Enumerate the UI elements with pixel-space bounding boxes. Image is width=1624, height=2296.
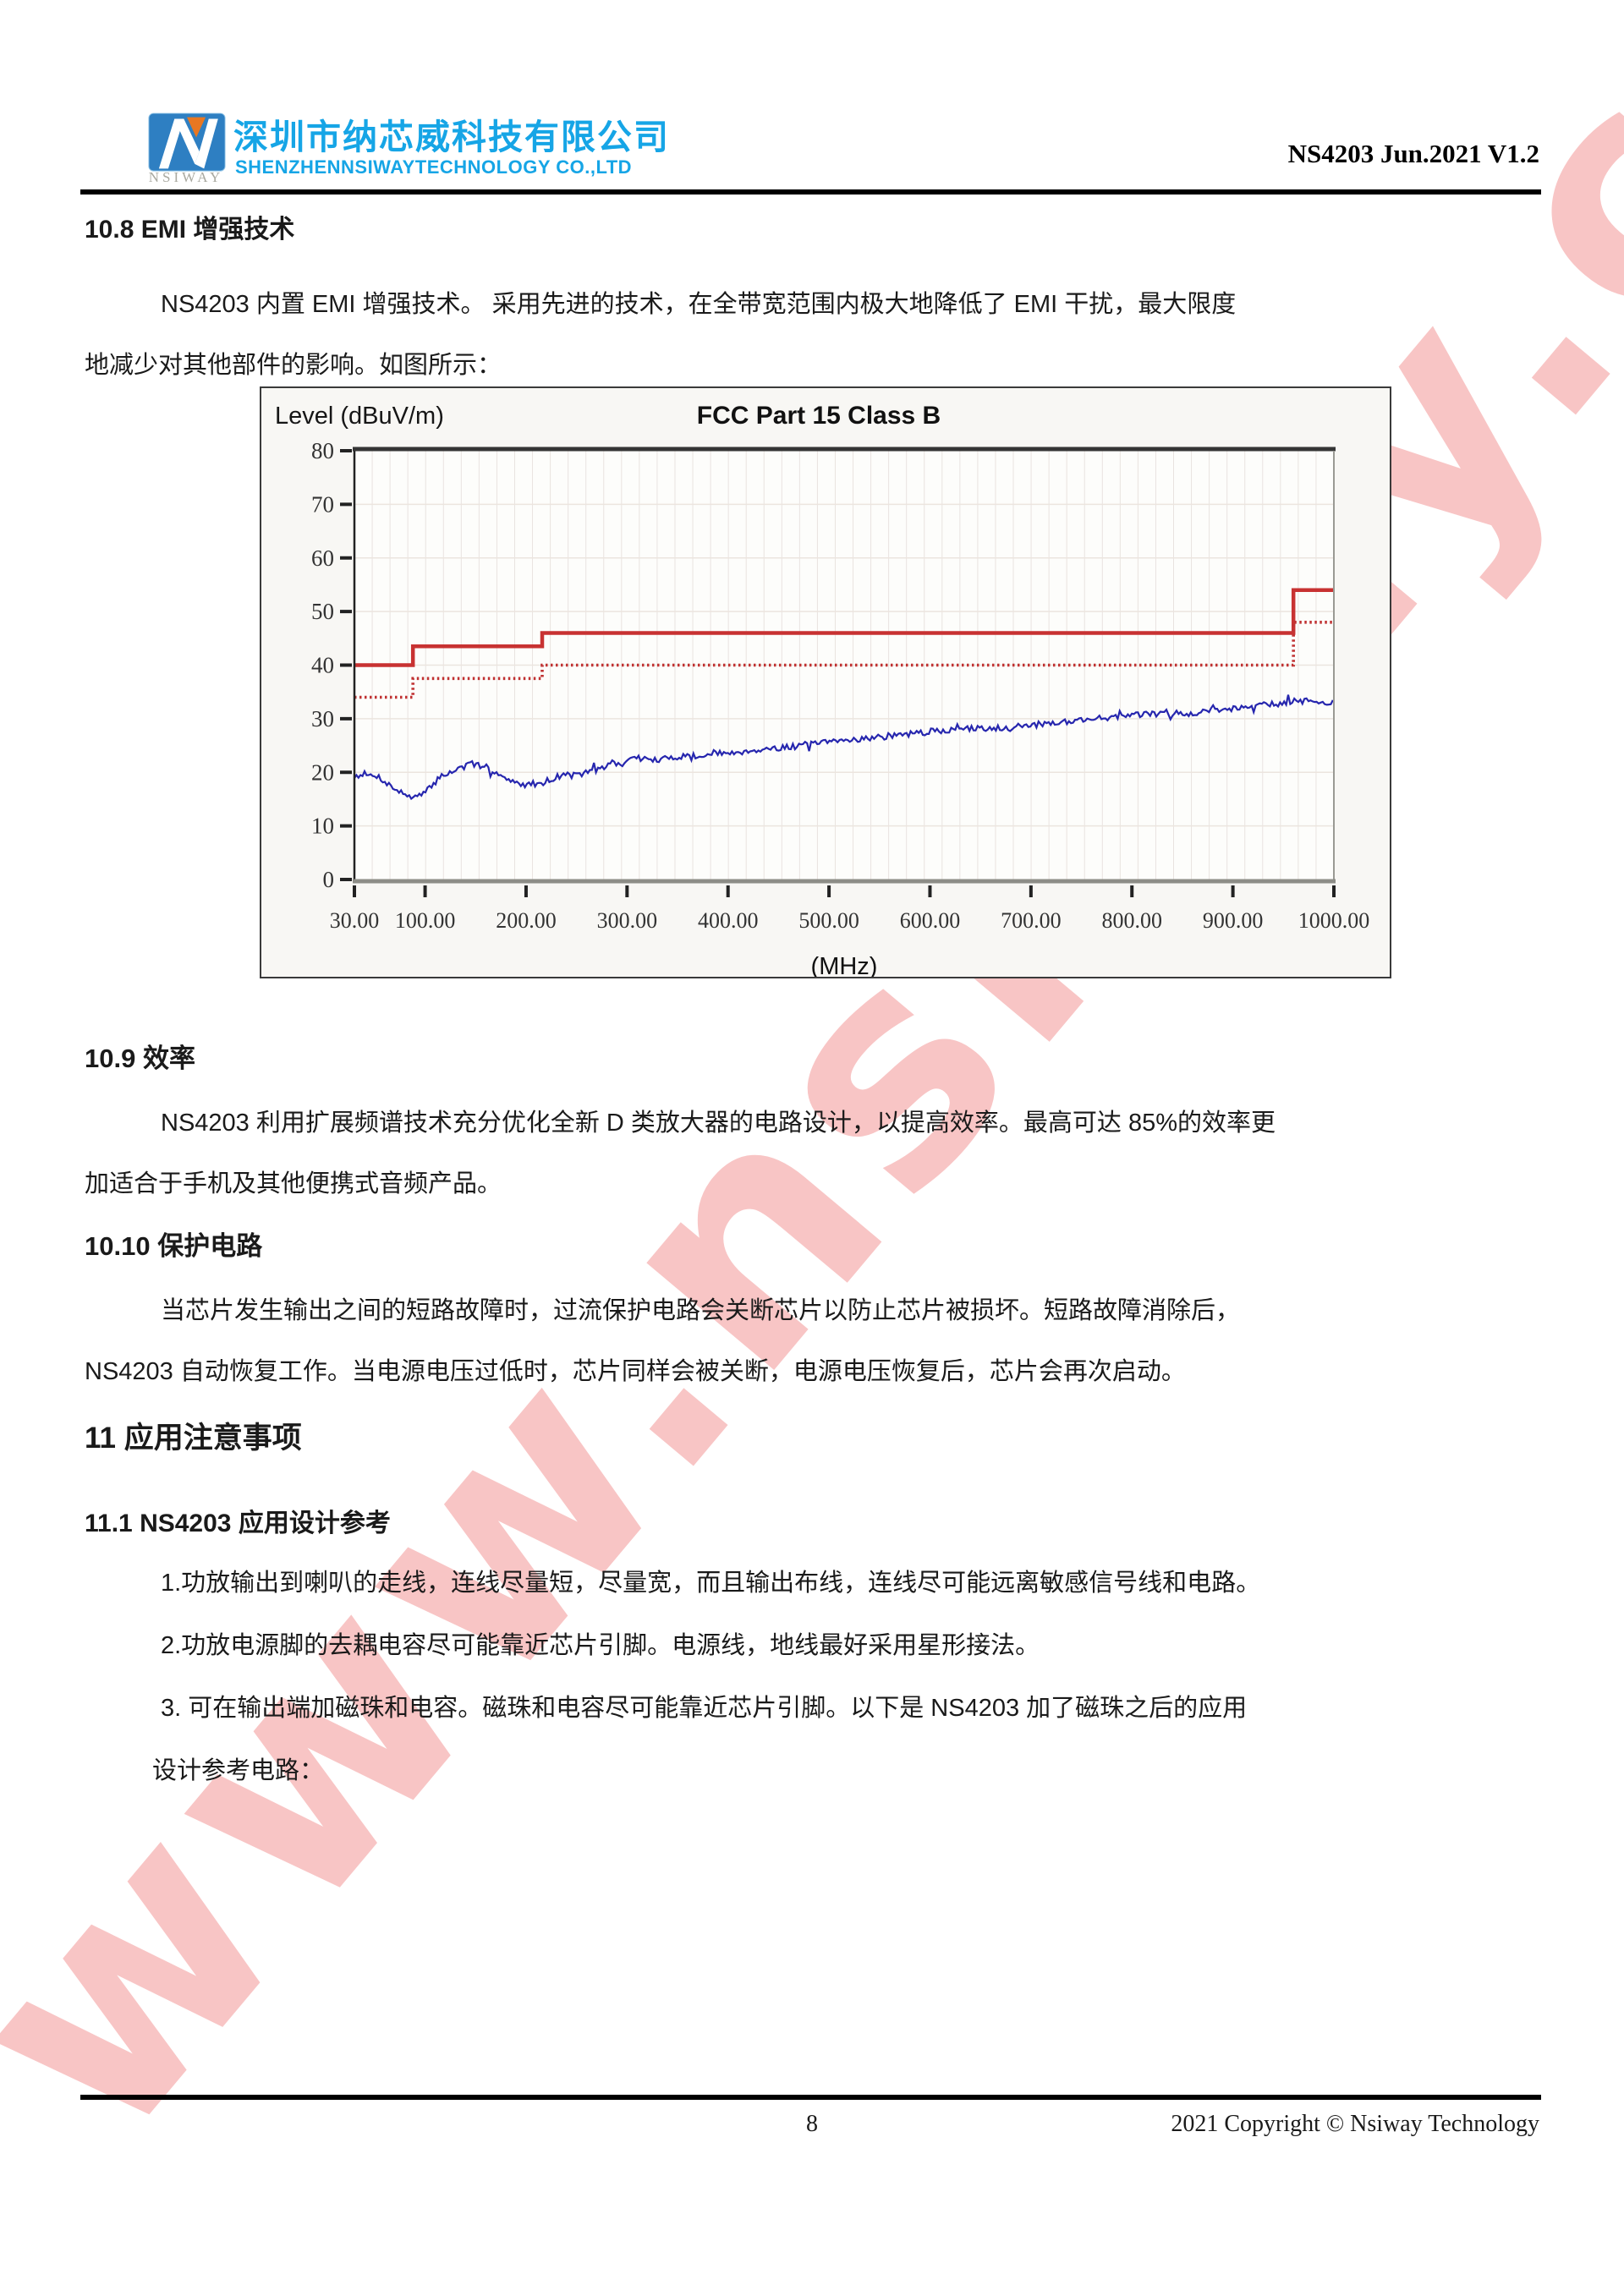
svg-text:200.00: 200.00 bbox=[496, 908, 557, 933]
section-10-8-line-2: 地减少对其他部件的影响。如图所示： bbox=[85, 352, 502, 379]
svg-text:(MHz): (MHz) bbox=[811, 953, 878, 977]
svg-text:900.00: 900.00 bbox=[1203, 908, 1264, 933]
company-name-cn: 深圳市纳芯威科技有限公司 bbox=[233, 118, 670, 156]
header-rule bbox=[80, 189, 1541, 195]
svg-text:300.00: 300.00 bbox=[597, 908, 658, 933]
svg-text:10: 10 bbox=[311, 814, 334, 839]
section-10-10-line-1: 当芯片发生输出之间的短路故障时，过流保护电路会关断芯片以防止芯片被损坏。短路故障… bbox=[161, 1297, 1241, 1324]
section-10-10-heading: 10.10 保护电路 bbox=[85, 1231, 263, 1261]
svg-text:100.00: 100.00 bbox=[395, 908, 456, 933]
svg-text:30: 30 bbox=[311, 706, 334, 732]
svg-text:1000.00: 1000.00 bbox=[1298, 908, 1370, 933]
svg-text:Level (dBuV/m): Level (dBuV/m) bbox=[275, 403, 444, 430]
svg-text:80: 80 bbox=[311, 438, 334, 463]
svg-text:0: 0 bbox=[323, 867, 335, 892]
section-10-9-line-1: NS4203 利用扩展频谱技术充分优化全新 D 类放大器的电路设计，以提高效率。… bbox=[161, 1110, 1276, 1137]
section-10-9-heading: 10.9 效率 bbox=[85, 1044, 195, 1073]
section-11-1-item-2: 2.功放电源脚的去耦电容尽可能靠近芯片引脚。电源线，地线最好采用星形接法。 bbox=[161, 1632, 1040, 1659]
svg-text:50: 50 bbox=[311, 599, 334, 624]
page-number: 8 bbox=[806, 2111, 818, 2137]
footer-copyright: 2021 Copyright © Nsiway Technology bbox=[1171, 2111, 1539, 2137]
doc-version: NS4203 Jun.2021 V1.2 bbox=[1287, 139, 1539, 168]
svg-text:70: 70 bbox=[311, 491, 334, 517]
svg-text:20: 20 bbox=[311, 759, 334, 785]
section-11-heading: 11 应用注意事项 bbox=[85, 1422, 302, 1455]
section-10-10-line-2: NS4203 自动恢复工作。当电源电压过低时，芯片同样会被关断，电源电压恢复后，… bbox=[85, 1358, 1186, 1385]
section-11-1-item-3: 3. 可在输出端加磁珠和电容。磁珠和电容尽可能靠近芯片引脚。以下是 NS4203… bbox=[161, 1695, 1248, 1722]
logo-caption: NSIWAY bbox=[148, 169, 224, 185]
svg-text:700.00: 700.00 bbox=[1001, 908, 1062, 933]
svg-text:60: 60 bbox=[311, 545, 334, 571]
svg-text:400.00: 400.00 bbox=[698, 908, 759, 933]
section-10-8-line-1: NS4203 内置 EMI 增强技术。 采用先进的技术，在全带宽范围内极大地降低… bbox=[161, 291, 1237, 318]
svg-text:FCC Part 15 Class B: FCC Part 15 Class B bbox=[697, 402, 941, 430]
svg-text:500.00: 500.00 bbox=[798, 908, 859, 933]
company-name-en: SHENZHENNSIWAYTECHNOLOGY CO.,LTD bbox=[235, 156, 633, 178]
section-11-1-item-3-cont: 设计参考电路： bbox=[152, 1757, 325, 1784]
emi-chart: 0 10 20 30 40 50 60 70 80 30.00 100.00 200.00 300.00… bbox=[261, 388, 1390, 980]
svg-text:600.00: 600.00 bbox=[900, 908, 961, 933]
section-11-1-item-1: 1.功放输出到喇叭的走线，连线尽量短，尽量宽，而且输出布线，连线尽可能远离敏感信… bbox=[161, 1570, 1261, 1597]
section-11-1-heading: 11.1 NS4203 应用设计参考 bbox=[85, 1510, 391, 1537]
section-10-9-line-2: 加适合于手机及其他便携式音频产品。 bbox=[85, 1170, 502, 1197]
nsiway-logo-icon bbox=[148, 112, 226, 172]
emi-chart-figure: 0 10 20 30 40 50 60 70 80 30.00 100.00 200.00 300.00… bbox=[260, 386, 1391, 980]
section-10-8-heading: 10.8 EMI 增强技术 bbox=[85, 216, 295, 244]
svg-text:800.00: 800.00 bbox=[1101, 908, 1162, 933]
footer-rule bbox=[80, 2095, 1541, 2100]
svg-text:30.00: 30.00 bbox=[330, 908, 380, 933]
svg-text:40: 40 bbox=[311, 653, 334, 678]
